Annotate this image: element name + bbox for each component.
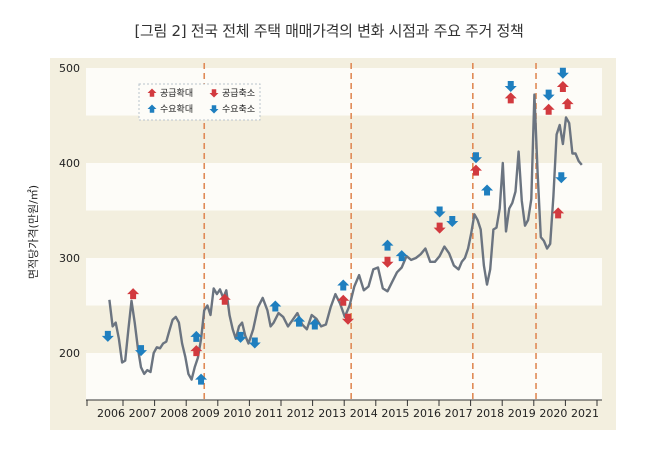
- supply-contract-legend-icon: [209, 89, 219, 98]
- supply-expand-arrow-icon: [504, 92, 517, 104]
- legend-label: 수요축소: [222, 104, 255, 115]
- demand-contract-arrow-icon: [234, 331, 247, 343]
- policy-markers: [101, 67, 574, 385]
- demand-expand-arrow-icon: [381, 239, 394, 251]
- demand-contract-arrow-icon: [135, 345, 148, 357]
- demand-expand-arrow-icon: [269, 300, 282, 312]
- plot-band: [86, 353, 602, 400]
- supply-expand-arrow-icon: [127, 288, 140, 300]
- x-tick-label: 2014: [350, 407, 378, 420]
- demand-contract-legend-icon: [209, 105, 219, 114]
- y-tick-label: 200: [59, 347, 80, 360]
- x-tick-label: 2019: [508, 407, 536, 420]
- price-series-line: [108, 93, 583, 381]
- y-tick-label: 500: [59, 62, 80, 75]
- x-tick-label: 2006: [97, 407, 125, 420]
- x-tick-label: 2020: [539, 407, 567, 420]
- supply-expand-arrow-icon: [556, 81, 569, 92]
- x-tick-label: 2016: [413, 407, 441, 420]
- y-axis: 200 300 400 500: [59, 62, 80, 360]
- supply-contract-arrow-icon: [342, 313, 354, 325]
- x-tick-label: 2013: [318, 407, 346, 420]
- demand-contract-arrow-icon: [446, 215, 459, 227]
- demand-expand-arrow-icon: [481, 184, 494, 196]
- series-group: [108, 93, 583, 381]
- supply-expand-arrow-icon: [190, 345, 203, 357]
- legend-label: 공급확대: [160, 87, 193, 99]
- legend-box: [138, 83, 261, 121]
- demand-contract-arrow-icon: [469, 152, 482, 164]
- chart-title: [그림 2] 전국 전체 주택 매매가격의 변화 시점과 주요 주거 정책: [134, 22, 524, 40]
- x-tick-label: 2007: [129, 407, 157, 420]
- demand-expand-arrow-icon: [337, 279, 350, 291]
- demand-expand-arrow-icon: [395, 250, 408, 262]
- policy-dividers: [203, 63, 537, 400]
- supply-expand-arrow-icon: [218, 293, 231, 305]
- supply-expand-legend-icon: [147, 88, 157, 97]
- demand-contract-arrow-icon: [504, 81, 517, 93]
- legend-label: 수요확대: [160, 103, 193, 115]
- x-tick-label: 2010: [223, 407, 251, 420]
- demand-contract-arrow-icon: [542, 89, 555, 101]
- x-tick-label: 2009: [192, 407, 220, 420]
- x-tick-label: 2011: [255, 407, 283, 420]
- x-tick-label: 2015: [381, 407, 409, 420]
- demand-expand-arrow-icon: [308, 318, 321, 330]
- legend-label: 공급축소: [222, 88, 255, 99]
- supply-expand-arrow-icon: [469, 164, 482, 176]
- demand-expand-arrow-icon: [195, 373, 208, 385]
- y-tick-label: 300: [59, 252, 80, 265]
- x-tick-label: 2021: [571, 407, 599, 420]
- x-tick-label: 2008: [160, 407, 188, 420]
- y-tick-label: 400: [59, 157, 80, 170]
- demand-contract-arrow-icon: [433, 206, 446, 218]
- demand-contract-arrow-icon: [556, 67, 569, 79]
- plot-bands: [86, 63, 602, 400]
- supply-expand-arrow-icon: [561, 98, 574, 110]
- demand-expand-arrow-icon: [293, 315, 306, 327]
- demand-expand-arrow-icon: [190, 330, 203, 342]
- supply-expand-arrow-icon: [552, 207, 565, 219]
- x-tick-label: 2018: [476, 407, 504, 420]
- plot-band: [86, 163, 602, 211]
- supply-expand-arrow-icon: [337, 294, 350, 306]
- supply-contract-arrow-icon: [433, 222, 446, 234]
- supply-expand-arrow-icon: [542, 103, 555, 115]
- x-tick-label: 2017: [445, 407, 473, 420]
- demand-contract-arrow-icon: [248, 337, 261, 349]
- x-tick-label: 2012: [287, 407, 315, 420]
- demand-expand-legend-icon: [147, 104, 157, 113]
- y-axis-label: 면적당가격(만원/㎡): [27, 185, 40, 279]
- demand-contract-arrow-icon: [101, 330, 114, 342]
- supply-contract-arrow-icon: [381, 256, 394, 268]
- demand-contract-arrow-icon: [555, 172, 568, 184]
- x-axis: 2006 2007 2008 2009 2010 2011 2012 2013 2014 2015…: [86, 399, 602, 420]
